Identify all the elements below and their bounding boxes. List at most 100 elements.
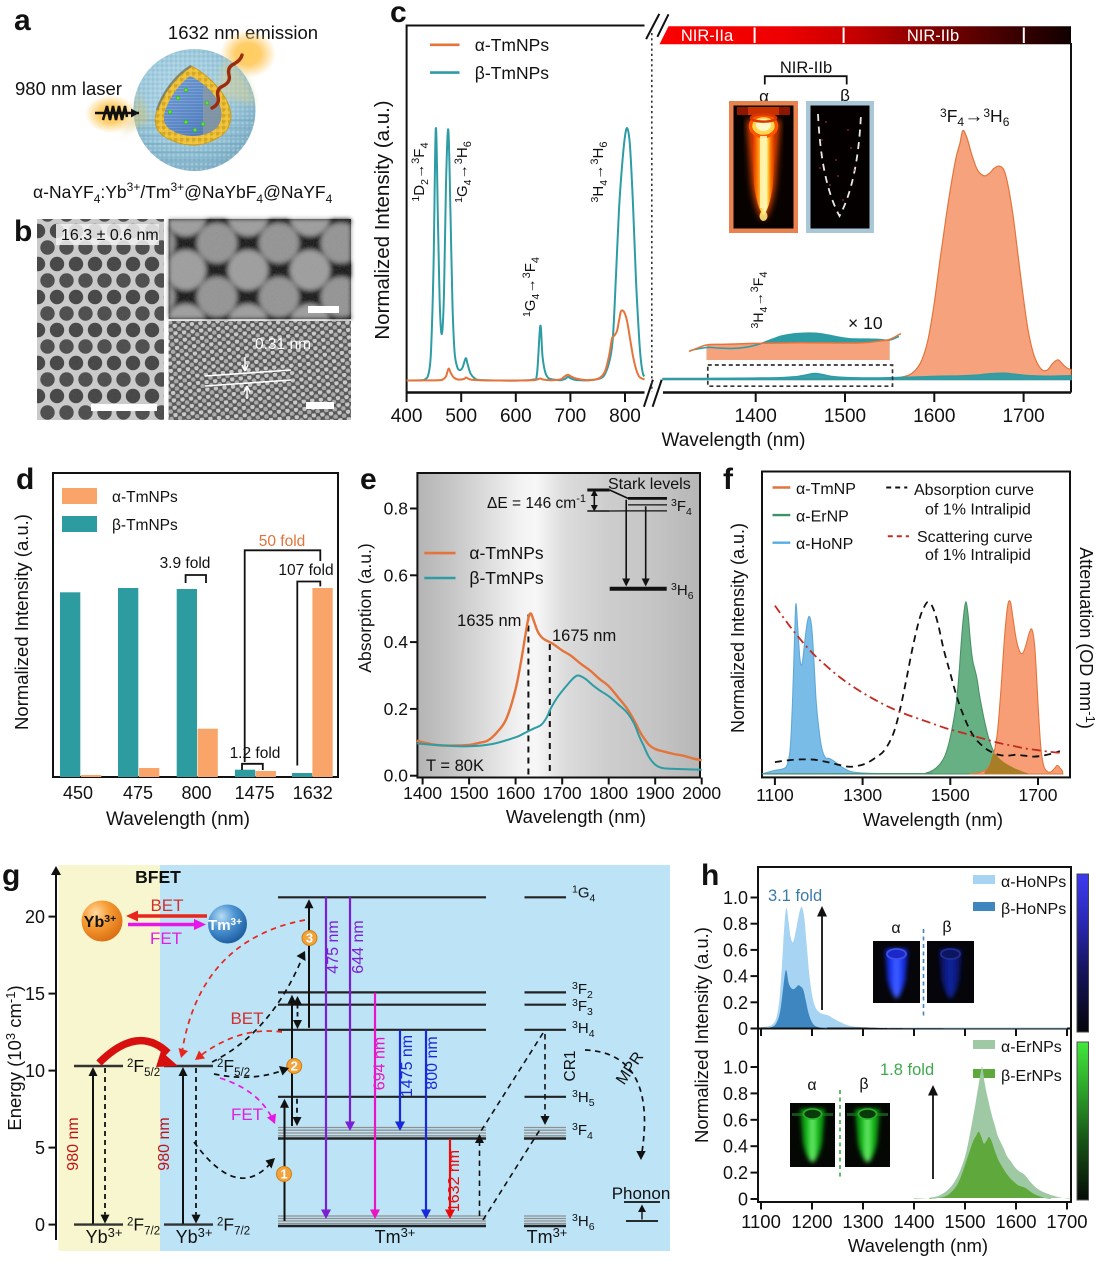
svg-text:1300: 1300 [842, 1211, 883, 1232]
svg-text:644 nm: 644 nm [350, 920, 367, 973]
svg-text:3H6: 3H6 [572, 1212, 595, 1233]
svg-text:3F2: 3F2 [572, 980, 593, 1001]
svg-text:1600: 1600 [496, 783, 535, 803]
svg-text:3F4 →3H6: 3F4 →3H6 [940, 106, 1010, 129]
svg-text:α-TmNPs: α-TmNPs [469, 543, 544, 563]
svg-text:3.9 fold: 3.9 fold [160, 555, 211, 572]
svg-text:1500: 1500 [824, 406, 866, 427]
svg-text:1G4: 1G4 [572, 884, 596, 905]
svg-text:1.8 fold: 1.8 fold [880, 1061, 934, 1079]
svg-text:3H4 →3F4: 3H4 →3F4 [749, 272, 770, 329]
svg-text:NIR-IIb: NIR-IIb [907, 27, 959, 45]
svg-text:980 nm laser: 980 nm laser [15, 78, 122, 99]
svg-text:0.2: 0.2 [384, 699, 408, 719]
svg-text:1200: 1200 [791, 1211, 832, 1232]
svg-text:3H4 →3H6: 3H4 →3H6 [589, 142, 610, 203]
svg-text:500: 500 [445, 406, 477, 427]
svg-text:3: 3 [306, 931, 313, 946]
svg-text:0.4: 0.4 [723, 1137, 748, 1157]
svg-text:d: d [16, 463, 34, 496]
svg-text:Normalized Intensity (a.u.): Normalized Intensity (a.u.) [728, 523, 748, 733]
svg-text:600: 600 [500, 406, 532, 427]
svg-text:0.6: 0.6 [723, 1110, 748, 1130]
svg-text:1675 nm: 1675 nm [552, 627, 616, 645]
svg-text:2000: 2000 [682, 783, 721, 803]
svg-text:0.6: 0.6 [723, 940, 748, 960]
svg-text:1800: 1800 [589, 783, 628, 803]
svg-text:of 1% Intralipid: of 1% Intralipid [925, 502, 1031, 519]
svg-text:BET: BET [230, 1009, 263, 1028]
svg-text:f: f [723, 463, 734, 496]
svg-text:50 fold: 50 fold [259, 533, 306, 550]
svg-text:Wavelength (nm): Wavelength (nm) [506, 806, 646, 827]
svg-text:1400: 1400 [403, 783, 442, 803]
svg-text:Normalized Intensity (a.u.): Normalized Intensity (a.u.) [691, 927, 712, 1143]
svg-text:3F4: 3F4 [572, 1121, 593, 1142]
svg-text:T = 80K: T = 80K [426, 757, 484, 775]
svg-text:1700: 1700 [543, 783, 582, 803]
svg-text:α-ErNP: α-ErNP [796, 509, 849, 526]
svg-text:20: 20 [25, 907, 45, 927]
svg-text:1700: 1700 [1002, 406, 1044, 427]
svg-text:1.2 fold: 1.2 fold [230, 745, 281, 762]
svg-text:107 fold: 107 fold [278, 562, 333, 579]
svg-text:15: 15 [25, 984, 45, 1004]
svg-text:g: g [2, 859, 20, 892]
svg-text:1300: 1300 [843, 785, 882, 805]
svg-text:1400: 1400 [893, 1211, 934, 1232]
svg-text:475: 475 [123, 783, 153, 803]
svg-text:β-ErNPs: β-ErNPs [1001, 1068, 1062, 1085]
svg-text:800: 800 [609, 406, 641, 427]
svg-text:Scattering curve: Scattering curve [917, 529, 1033, 546]
svg-text:e: e [360, 463, 377, 496]
svg-text:α-ErNPs: α-ErNPs [1001, 1039, 1062, 1056]
svg-text:Wavelength (nm): Wavelength (nm) [863, 809, 1003, 830]
svg-text:0.31 nm: 0.31 nm [255, 336, 311, 353]
svg-text:400: 400 [391, 406, 423, 427]
svg-text:FET: FET [231, 1105, 263, 1124]
svg-text:800: 800 [181, 783, 211, 803]
svg-text:475 nm: 475 nm [325, 920, 342, 973]
svg-text:BFET: BFET [135, 867, 181, 887]
svg-text:0: 0 [35, 1215, 45, 1235]
svg-text:1500: 1500 [931, 785, 970, 805]
svg-text:α-TmNPs: α-TmNPs [112, 489, 178, 506]
svg-text:694 nm: 694 nm [372, 1037, 389, 1090]
svg-text:1400: 1400 [735, 406, 777, 427]
svg-text:Wavelength (nm): Wavelength (nm) [662, 430, 806, 451]
svg-text:NIR-IIa: NIR-IIa [681, 27, 734, 45]
svg-text:of 1% Intralipid: of 1% Intralipid [925, 547, 1031, 564]
svg-text:1475 nm: 1475 nm [399, 1035, 416, 1097]
svg-text:Wavelength (nm): Wavelength (nm) [106, 809, 250, 830]
svg-text:0: 0 [738, 1190, 748, 1210]
svg-text:α-TmNPs: α-TmNPs [475, 35, 550, 55]
svg-text:1600: 1600 [913, 406, 955, 427]
svg-text:Energy (103 cm-1): Energy (103 cm-1) [3, 985, 25, 1130]
svg-text:α: α [759, 87, 769, 106]
svg-text:0: 0 [738, 1019, 748, 1039]
svg-text:β: β [942, 919, 951, 936]
svg-text:Absorption curve: Absorption curve [914, 482, 1034, 499]
svg-text:1.0: 1.0 [723, 1058, 748, 1078]
svg-text:β-HoNPs: β-HoNPs [1001, 901, 1066, 918]
svg-text:0.4: 0.4 [723, 967, 748, 987]
svg-text:3F3: 3F3 [572, 997, 593, 1018]
svg-text:1500: 1500 [450, 783, 489, 803]
svg-text:1632: 1632 [293, 783, 333, 803]
svg-text:10: 10 [25, 1061, 45, 1081]
svg-text:700: 700 [555, 406, 587, 427]
svg-text:Stark levels: Stark levels [608, 476, 691, 493]
svg-text:β: β [859, 1076, 868, 1093]
svg-text:5: 5 [35, 1138, 45, 1158]
svg-text:0.0: 0.0 [384, 766, 409, 786]
svg-text:1635 nm: 1635 nm [457, 612, 521, 630]
svg-text:b: b [14, 215, 32, 248]
svg-text:1: 1 [280, 1167, 287, 1182]
svg-text:0.4: 0.4 [384, 632, 409, 652]
svg-text:α-TmNP: α-TmNP [796, 481, 856, 498]
svg-text:2F7/2: 2F7/2 [127, 1215, 160, 1238]
svg-text:α: α [891, 920, 900, 937]
svg-text:1700: 1700 [1019, 785, 1058, 805]
svg-text:2F7/2: 2F7/2 [217, 1215, 250, 1238]
svg-text:980 nm: 980 nm [156, 1117, 173, 1170]
